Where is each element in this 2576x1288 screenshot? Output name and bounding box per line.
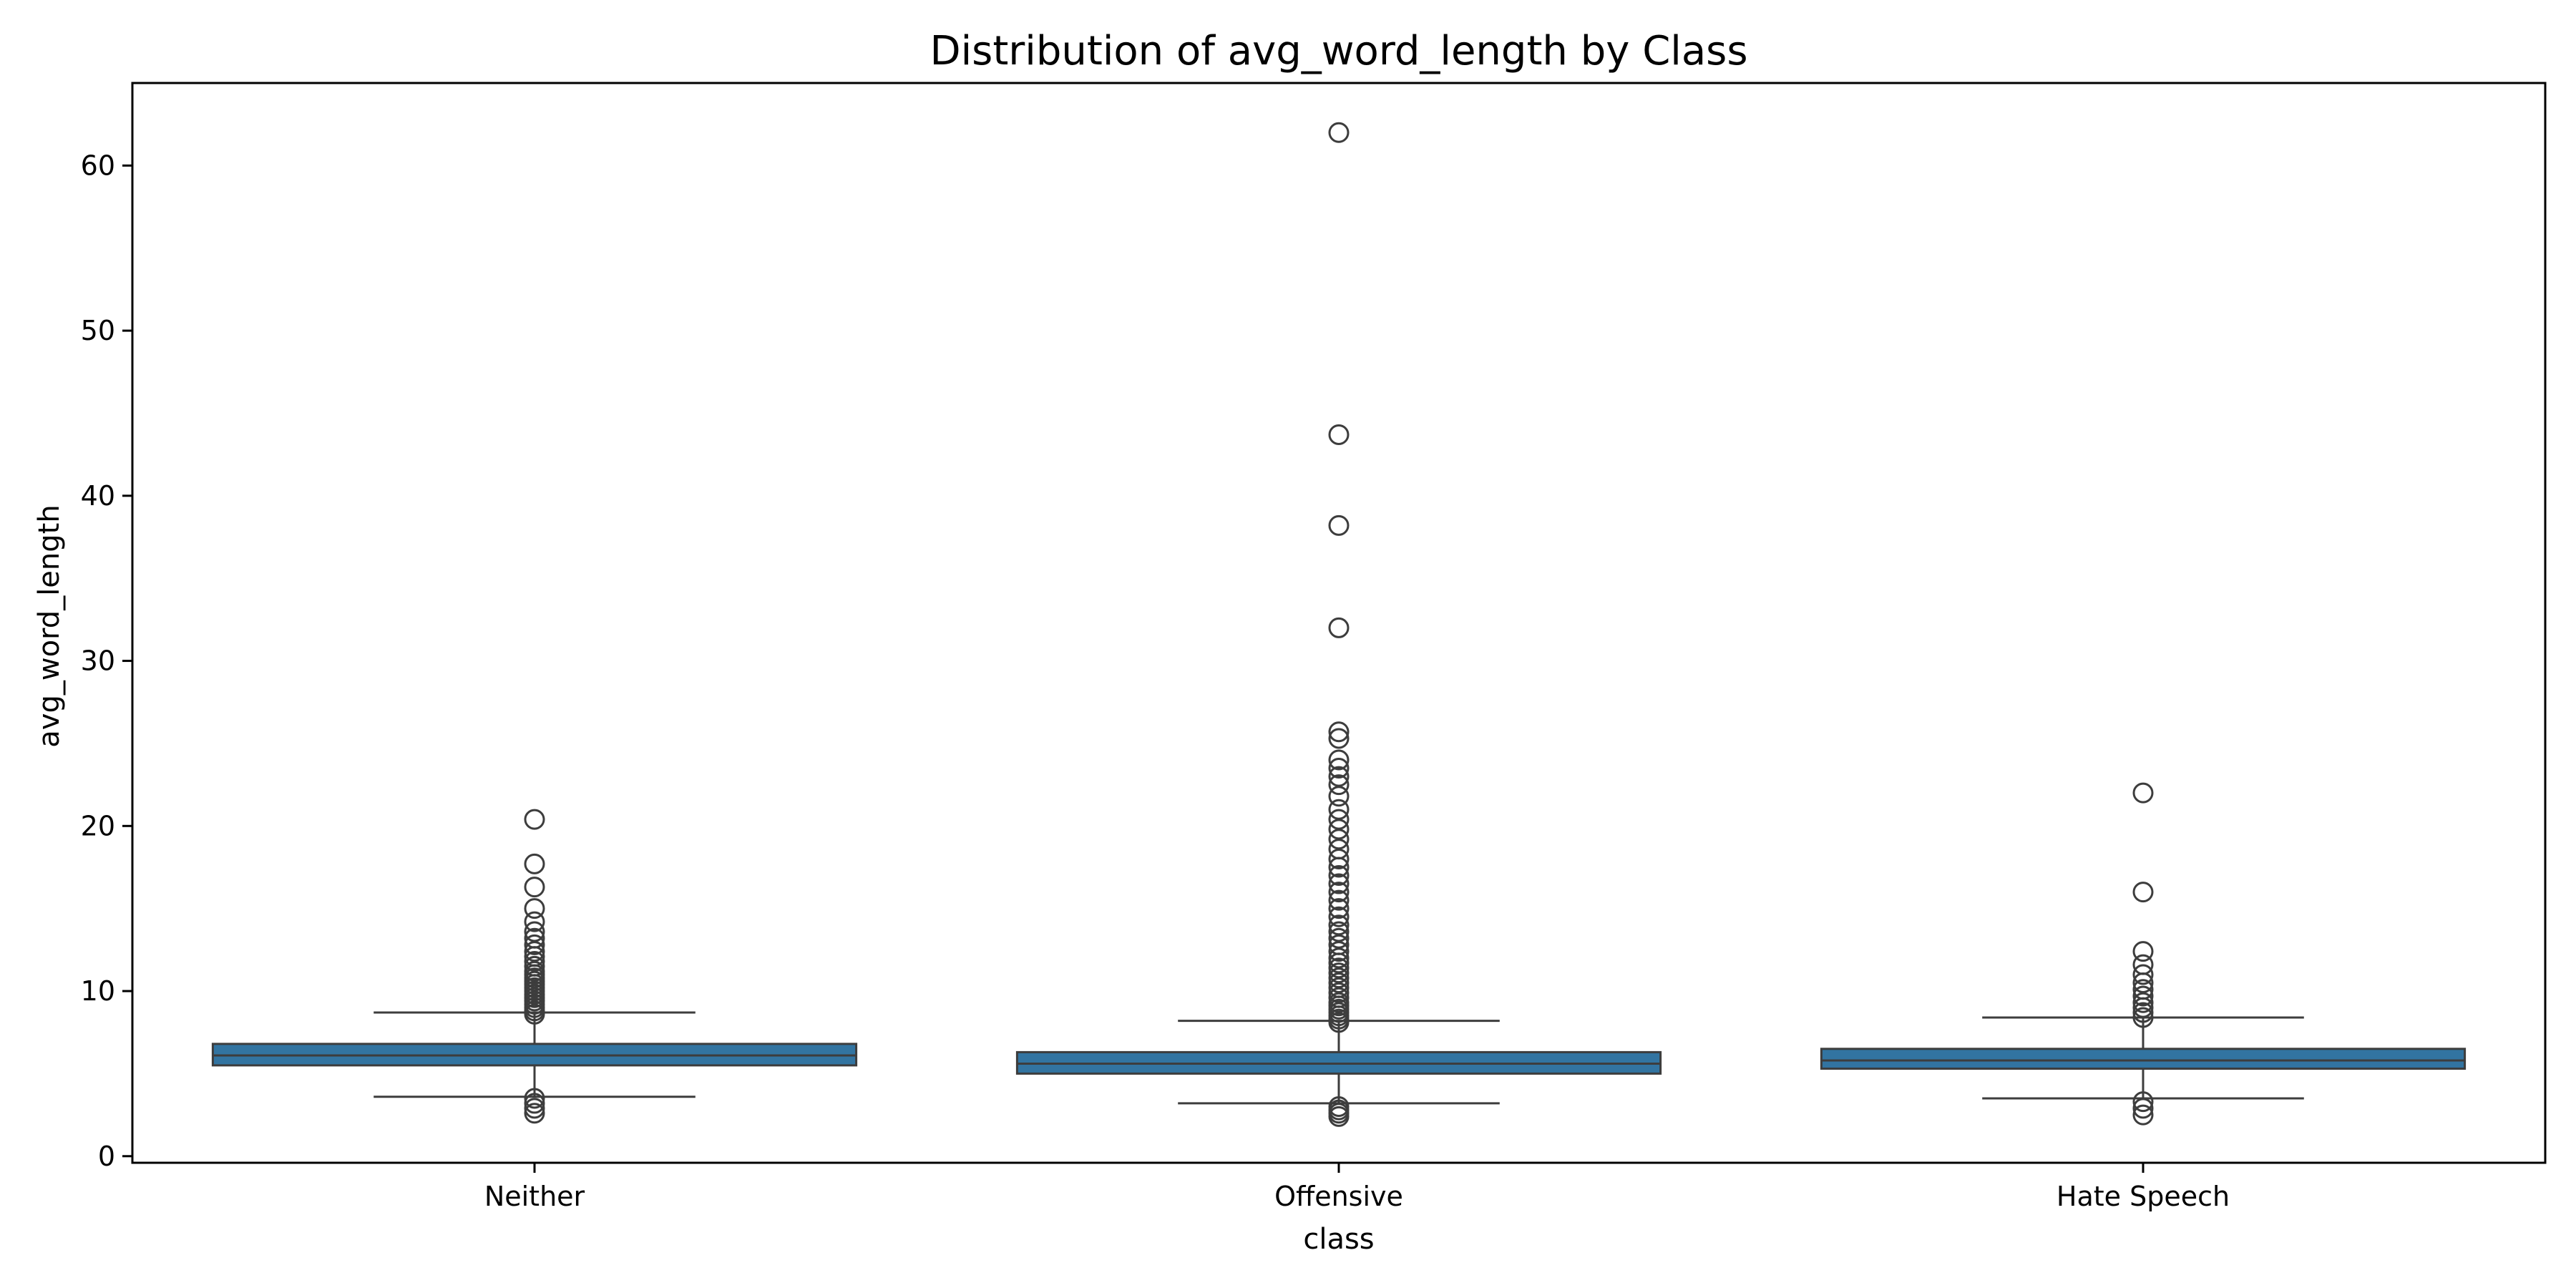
outlier-point	[1328, 799, 1350, 820]
outlier-point	[1328, 914, 1350, 936]
outlier-point	[1328, 848, 1350, 869]
x-axis: Neither Offensive Hate Speech	[484, 1163, 2230, 1212]
y-tick-label: 0	[98, 1141, 115, 1172]
outlier-point	[2132, 1091, 2154, 1113]
outlier-point	[1328, 728, 1350, 749]
box-group-offensive	[1015, 122, 1662, 1127]
y-tick-label: 30	[81, 645, 115, 677]
outlier-point	[1328, 774, 1350, 796]
y-tick-label: 40	[81, 480, 115, 512]
outlier-point	[1328, 839, 1350, 860]
outlier-point	[1328, 758, 1350, 779]
outlier-point	[2132, 941, 2154, 962]
outlier-point	[2132, 1098, 2154, 1119]
outlier-point	[524, 927, 545, 949]
outlier-point	[524, 951, 545, 972]
outlier-point	[1328, 898, 1350, 919]
y-tick-label: 20	[81, 810, 115, 841]
box	[1820, 1048, 2467, 1070]
outlier-point	[524, 877, 545, 898]
outlier-point	[524, 1098, 545, 1119]
outlier-point	[1328, 889, 1350, 911]
outlier-point	[2132, 979, 2154, 1000]
outlier-point	[2132, 782, 2154, 804]
outlier-point	[1328, 882, 1350, 903]
outlier-point	[1328, 819, 1350, 840]
y-axis-label: avg_word_length	[33, 504, 66, 747]
outlier-point	[1328, 987, 1350, 1008]
outlier-point	[1328, 977, 1350, 998]
outlier-point	[524, 1093, 545, 1114]
outlier-point	[1328, 749, 1350, 771]
outlier-point	[2132, 1002, 2154, 1023]
outlier-point	[524, 1088, 545, 1109]
outlier-point	[2132, 985, 2154, 1007]
x-tick-label: Neither	[484, 1181, 585, 1212]
y-tick-label: 10	[81, 975, 115, 1007]
outlier-point	[524, 809, 545, 830]
outlier-point	[2132, 964, 2154, 985]
outlier-point	[1328, 617, 1350, 638]
chart-title: Distribution of avg_word_length by Class	[930, 28, 1747, 74]
outlier-point	[1328, 921, 1350, 942]
outlier-point	[524, 853, 545, 874]
outlier-point	[1328, 962, 1350, 984]
outlier-point	[1328, 721, 1350, 743]
outlier-point	[1328, 906, 1350, 927]
outlier-point	[524, 921, 545, 942]
outlier-point	[1328, 957, 1350, 979]
outlier-point	[524, 941, 545, 962]
outlier-point	[1328, 829, 1350, 850]
box-groups	[211, 122, 2467, 1127]
outlier-point	[2132, 882, 2154, 903]
outlier-point	[1328, 865, 1350, 887]
outlier-point	[1328, 941, 1350, 962]
outlier-point	[2132, 992, 2154, 1013]
outlier-point	[1328, 934, 1350, 955]
outlier-point	[524, 934, 545, 955]
outlier-point	[524, 960, 545, 982]
outlier-point	[1328, 992, 1350, 1013]
outlier-point	[2132, 1007, 2154, 1028]
outlier-point	[1328, 424, 1350, 445]
outlier-point	[2132, 954, 2154, 975]
outlier-point	[1328, 967, 1350, 989]
box-group-neither	[211, 809, 858, 1124]
plot-area: 0 10 20 30 40 50 60 Neither Offensive Hate Speec…	[81, 82, 2547, 1212]
x-tick-label: Offensive	[1274, 1181, 1403, 1212]
outlier-point	[524, 955, 545, 977]
x-tick-label: Hate Speech	[2057, 1181, 2230, 1212]
outlier-point	[1328, 809, 1350, 830]
y-tick-label: 60	[81, 150, 115, 181]
outlier-point	[1328, 1096, 1350, 1118]
outlier-point	[524, 911, 545, 932]
outlier-point	[1328, 927, 1350, 949]
outlier-point	[1328, 972, 1350, 993]
plot-frame	[131, 82, 2547, 1164]
outlier-point	[1328, 122, 1350, 143]
outlier-point	[2132, 1104, 2154, 1126]
y-tick-label: 50	[81, 315, 115, 346]
outlier-point	[1328, 514, 1350, 536]
outlier-point	[1328, 982, 1350, 1003]
y-axis: 0 10 20 30 40 50 60	[81, 150, 132, 1172]
outlier-point	[1328, 947, 1350, 969]
outlier-point	[1328, 786, 1350, 807]
x-axis-label: class	[1303, 1223, 1374, 1256]
box-group-hate-speech	[1820, 782, 2467, 1126]
outlier-point	[1328, 873, 1350, 894]
outlier-point	[524, 898, 545, 919]
outlier-point	[1328, 766, 1350, 787]
outlier-point	[524, 1103, 545, 1124]
